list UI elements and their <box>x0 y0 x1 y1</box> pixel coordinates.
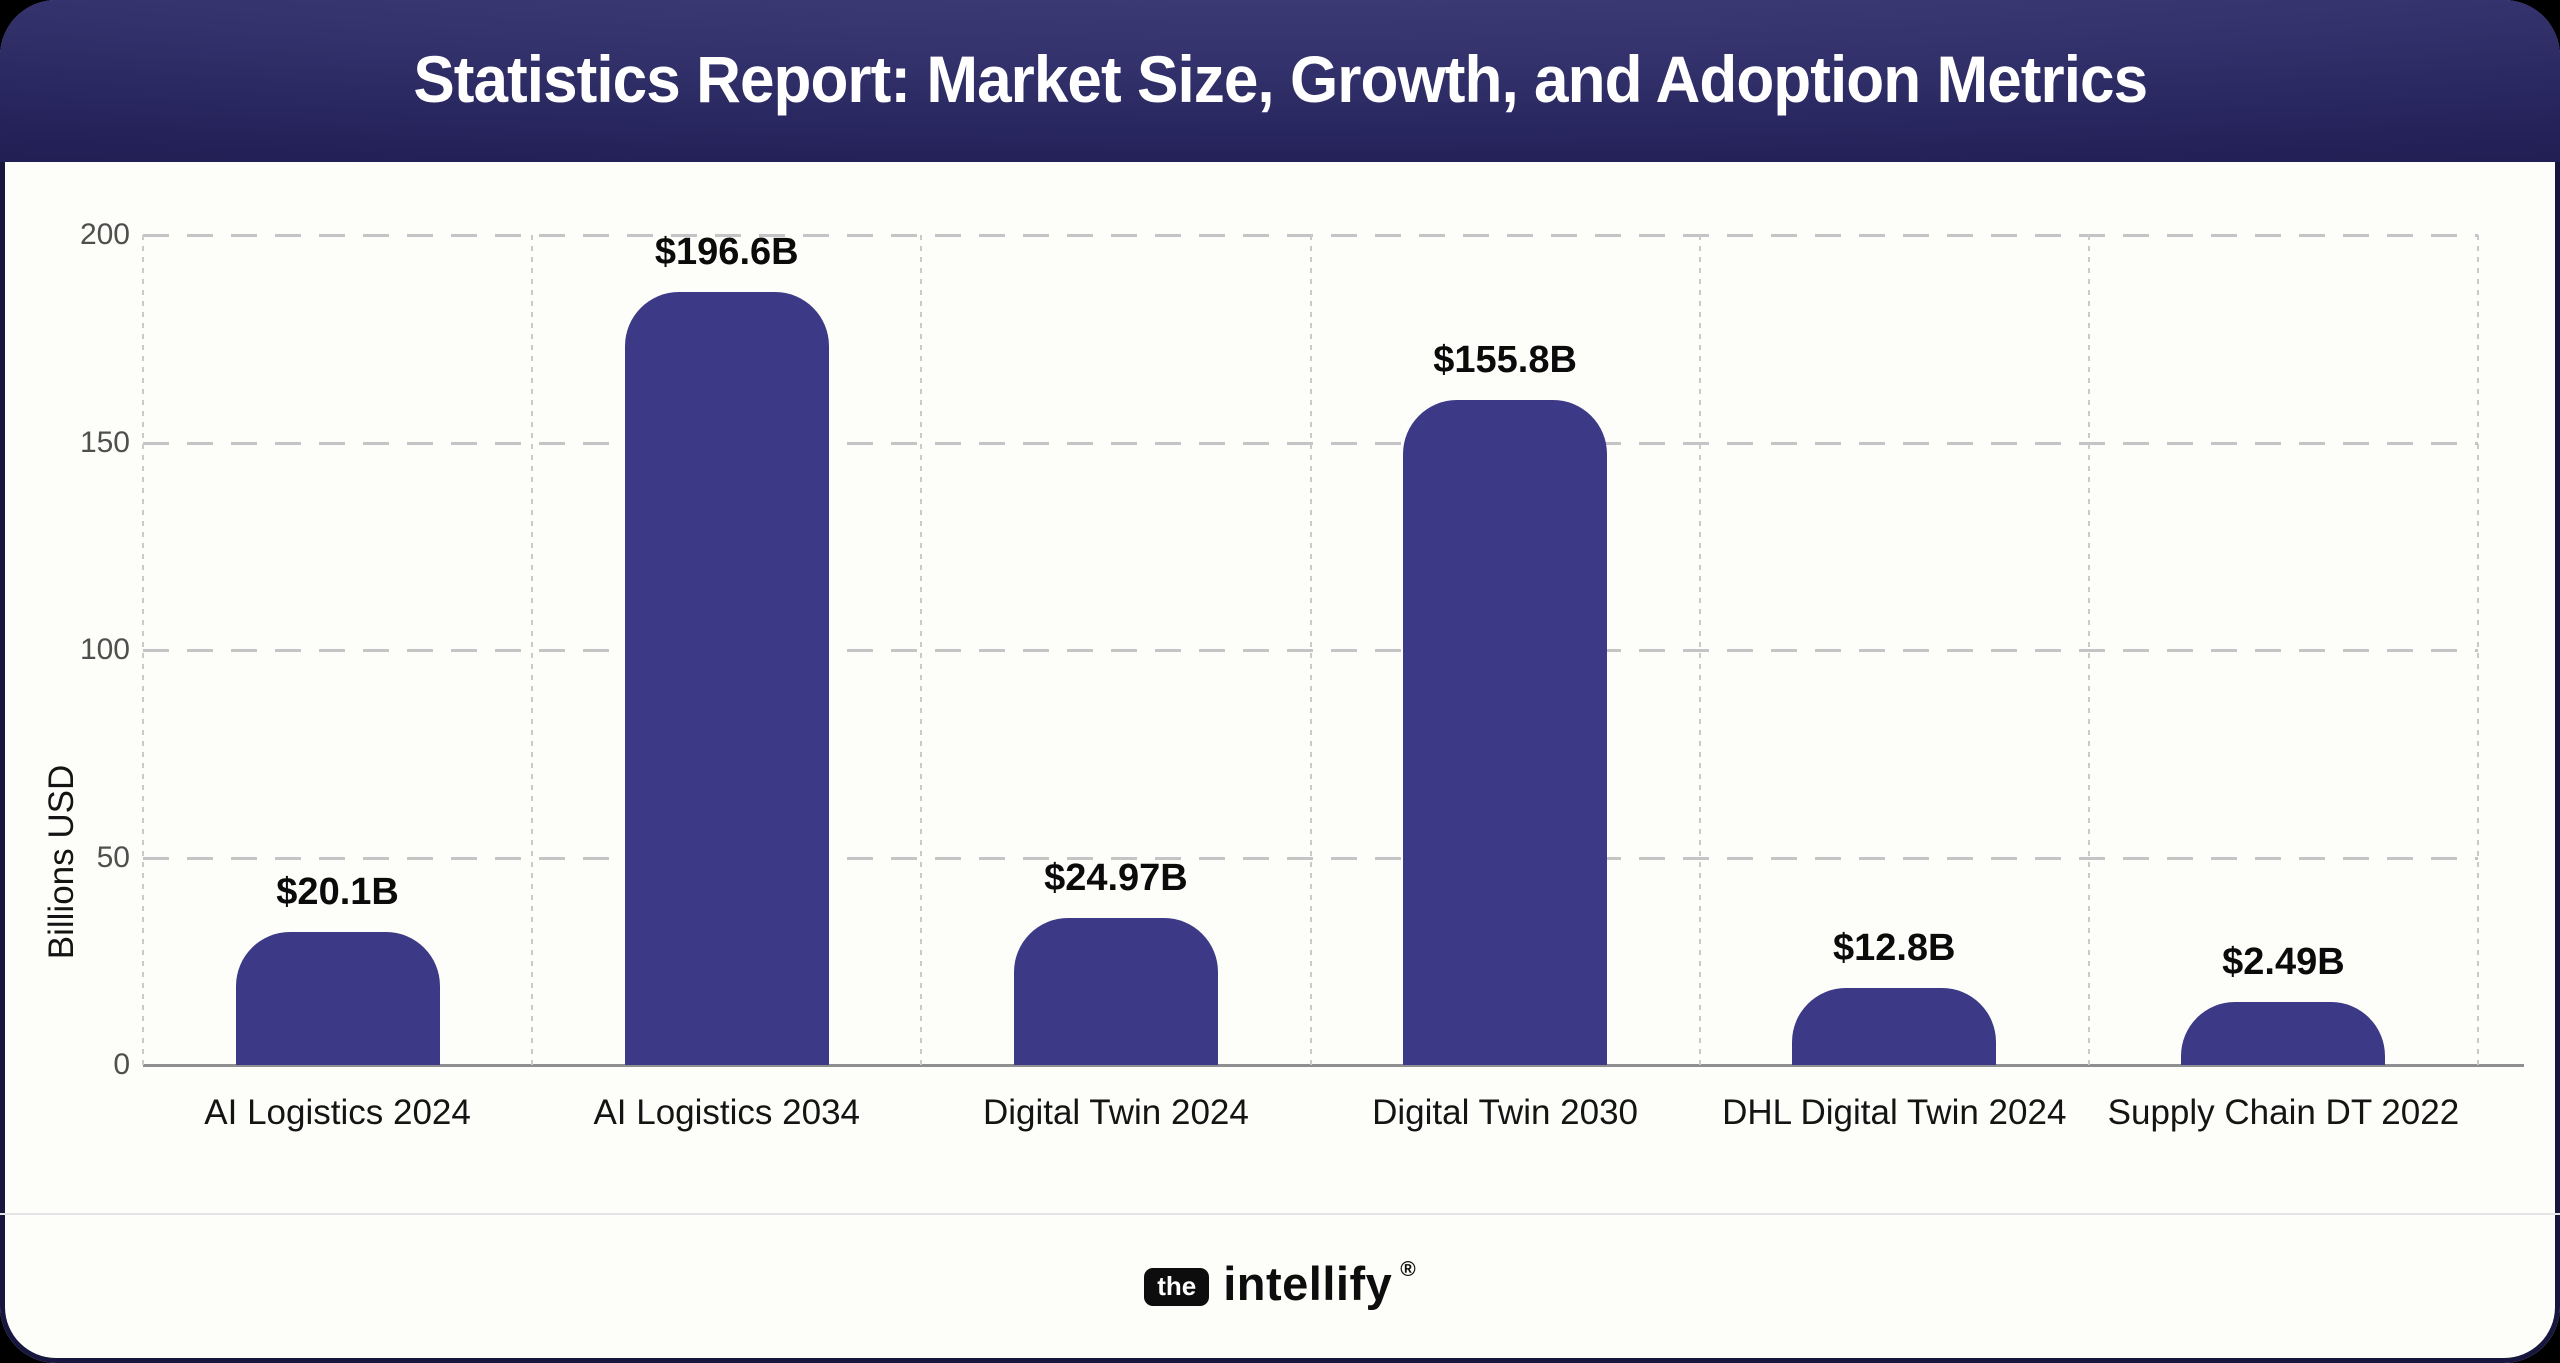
x-category-label: DHL Digital Twin 2024 <box>1722 1093 2067 1132</box>
v-gridline <box>1309 235 1312 1065</box>
bar-chart: Billions USD 0 50 100 150 200 $20.1B AI Logist… <box>0 162 2560 1213</box>
x-axis-baseline <box>143 1064 2524 1067</box>
bar <box>624 292 829 1065</box>
y-tick-label: 50 <box>96 840 130 874</box>
bar-value-label: $12.8B <box>1832 927 1956 969</box>
y-tick-label: 100 <box>79 633 130 666</box>
x-category-label: AI Logistics 2024 <box>204 1093 471 1132</box>
y-tick-label: 0 <box>113 1048 130 1081</box>
x-category-label: Digital Twin 2024 <box>982 1093 1249 1132</box>
bar-value-label: $155.8B <box>1433 339 1577 381</box>
bar <box>1792 988 1997 1065</box>
v-gridline <box>2087 235 2090 1065</box>
x-category-label: AI Logistics 2034 <box>593 1093 861 1132</box>
y-tick-label: 200 <box>79 218 130 251</box>
bar-value-label: $196.6B <box>654 231 799 273</box>
v-gridline <box>2477 235 2479 1065</box>
y-axis-line <box>142 235 144 1065</box>
v-gridline <box>920 235 923 1065</box>
report-header: Statistics Report: Market Size, Growth, … <box>0 0 2560 162</box>
footer-divider <box>0 1213 2560 1215</box>
v-gridline <box>1698 235 1701 1065</box>
bar <box>2181 1002 2386 1065</box>
logo-wordmark: intellify <box>1223 1257 1393 1310</box>
bar-value-label: $2.49B <box>2222 941 2345 983</box>
registered-trademark-icon: ® <box>1400 1258 1416 1281</box>
logo-the-badge: the <box>1144 1267 1210 1306</box>
bar-value-label: $20.1B <box>276 871 399 913</box>
v-gridline <box>531 235 534 1065</box>
footer: the intellify ® <box>0 1215 2560 1358</box>
bar <box>1013 918 1218 1065</box>
x-category-label: Digital Twin 2030 <box>1372 1093 1639 1132</box>
bar <box>235 932 440 1065</box>
bar-value-label: $24.97B <box>1044 857 1188 899</box>
intellify-logo: the intellify ® <box>1144 1257 1416 1313</box>
y-tick-label: 150 <box>79 425 130 459</box>
bar <box>1403 400 1608 1065</box>
report-title: Statistics Report: Market Size, Growth, … <box>413 42 2148 116</box>
x-category-label: Supply Chain DT 2022 <box>2107 1093 2460 1132</box>
